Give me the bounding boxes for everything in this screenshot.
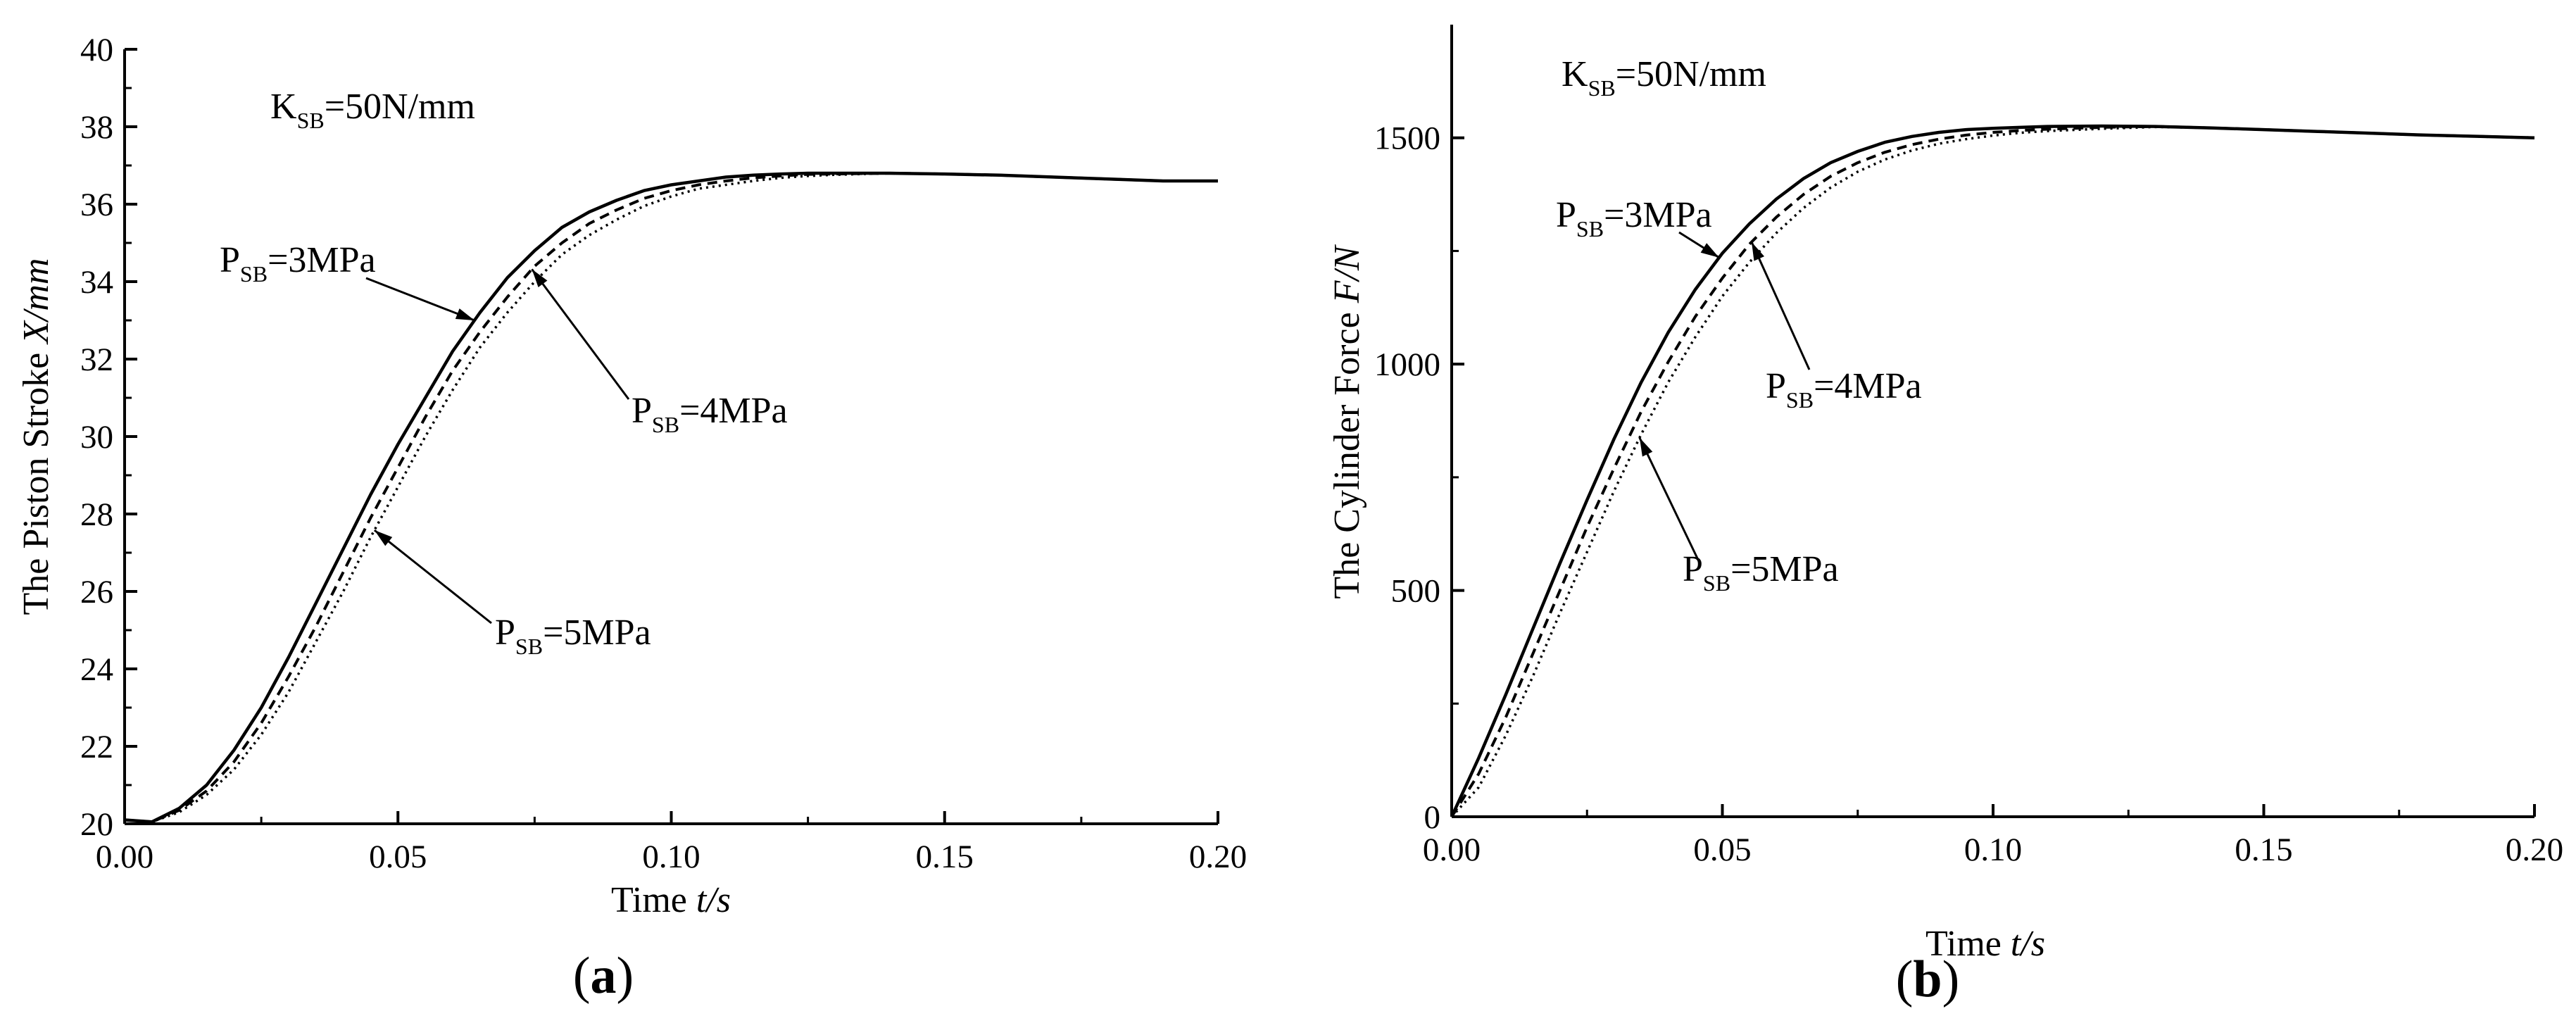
panel-a-y-axis-title: The Piston Stroke X/mm bbox=[16, 258, 56, 615]
panel-a-annotation-arrow bbox=[373, 529, 492, 625]
panel-a-annotation-arrow bbox=[365, 277, 475, 322]
panel-b-annotation-arrow bbox=[1638, 437, 1699, 560]
panel-a-arrows bbox=[365, 268, 630, 625]
panel-a-annotation-5mpa: PSB=5MPa bbox=[495, 613, 651, 659]
panel-a-y-tick-label: 22 bbox=[80, 729, 113, 765]
panel-b-y-axis-title: The Cylinder Force F/N bbox=[1327, 244, 1367, 598]
panel-b-series-line bbox=[1450, 125, 2535, 818]
panel-a-plot-area: 0.00 0.05 0.10 0.15 0.20 20 22 24 26 28 30 32 34 36 38… bbox=[80, 32, 1247, 875]
panel-b-y-tick-label: 1500 bbox=[1374, 120, 1440, 157]
panel-b-x-axis-title: Time t/s bbox=[1925, 924, 2045, 964]
panel-b-y-tick-label: 500 bbox=[1391, 573, 1441, 610]
panel-a: 0.00 0.05 0.10 0.15 0.20 20 22 24 26 28 30 32 34 36 38… bbox=[16, 32, 1247, 1005]
panel-a-series-line bbox=[124, 171, 1218, 824]
panel-a-x-tick-label: 0.00 bbox=[96, 839, 153, 875]
panel-b-annotation-5mpa: PSB=5MPa bbox=[1683, 549, 1839, 596]
panel-a-y-tick-label: 26 bbox=[80, 574, 113, 610]
panel-a-x-tick-label: 0.15 bbox=[916, 839, 974, 875]
panel-a-x-tick-label: 0.05 bbox=[369, 839, 427, 875]
panel-a-ticks: 0.00 0.05 0.10 0.15 0.20 20 22 24 26 28 30 32 34 36 38… bbox=[80, 32, 1247, 875]
panel-a-y-tick-label: 20 bbox=[80, 806, 113, 843]
panel-b-x-tick-label: 0.05 bbox=[1693, 832, 1751, 868]
panel-b-y-tick-label: 0 bbox=[1424, 799, 1441, 836]
panel-b-annotation-arrow bbox=[1750, 242, 1811, 370]
panel-b-ticks: 0.00 0.05 0.10 0.15 0.20 0 500 1000 1500 bbox=[1374, 120, 2563, 868]
panel-b-arrows bbox=[1638, 231, 1811, 560]
panel-a-x-tick-label: 0.10 bbox=[642, 839, 700, 875]
panel-a-y-tick-label: 28 bbox=[80, 496, 113, 533]
panel-a-letter: (a) bbox=[573, 947, 634, 1005]
panel-a-series-line bbox=[124, 172, 1218, 824]
panel-b-x-tick-label: 0.20 bbox=[2506, 832, 2563, 868]
panel-b-series bbox=[1450, 124, 2535, 818]
panel-a-y-tick-label: 36 bbox=[80, 187, 113, 223]
panel-a-y-tick-label: 32 bbox=[80, 341, 113, 378]
panel-a-annotation-arrowhead bbox=[374, 529, 393, 546]
panel-a-series bbox=[124, 171, 1218, 824]
panel-a-x-tick-label: 0.20 bbox=[1189, 839, 1247, 875]
panel-b-plot-area: 0.00 0.05 0.10 0.15 0.20 0 500 1000 1500 bbox=[1374, 25, 2563, 868]
panel-a-parameter-note: KSB=50N/mm bbox=[270, 87, 475, 133]
panel-a-x-axis-title: Time t/s bbox=[611, 880, 731, 920]
panel-a-annotation-arrow bbox=[531, 268, 630, 400]
panel-b-letter: (b) bbox=[1896, 951, 1959, 1008]
panel-a-annotation-arrowhead bbox=[455, 308, 475, 320]
panel-a-series-line bbox=[124, 172, 1218, 824]
panel-b-x-tick-label: 0.10 bbox=[1964, 832, 2022, 868]
panel-a-y-tick-label: 24 bbox=[80, 651, 113, 688]
panel-b-parameter-note: KSB=50N/mm bbox=[1562, 54, 1766, 101]
panel-a-y-tick-label: 40 bbox=[80, 32, 113, 68]
panel-a-y-tick-label: 30 bbox=[80, 419, 113, 456]
panel-b-y-tick-label: 1000 bbox=[1374, 346, 1440, 383]
panel-b-x-tick-label: 0.00 bbox=[1423, 832, 1481, 868]
panel-b-annotation-arrowhead bbox=[1639, 437, 1653, 457]
panel-b-annotation-arrowhead bbox=[1700, 243, 1719, 258]
panel-b: 0.00 0.05 0.10 0.15 0.20 0 500 1000 1500 KSB=50N… bbox=[1327, 25, 2563, 1008]
panel-a-annotation-3mpa: PSB=3MPa bbox=[220, 240, 376, 287]
panel-a-y-tick-label: 38 bbox=[80, 109, 113, 146]
panel-a-y-tick-label: 34 bbox=[80, 264, 113, 301]
panel-a-annotation-arrowhead bbox=[532, 269, 548, 288]
panel-b-x-tick-label: 0.15 bbox=[2235, 832, 2292, 868]
panel-a-annotation-4mpa: PSB=4MPa bbox=[632, 391, 788, 437]
panel-b-annotation-arrowhead bbox=[1752, 242, 1765, 261]
panel-b-annotation-4mpa: PSB=4MPa bbox=[1766, 366, 1922, 413]
panel-b-annotation-3mpa: PSB=3MPa bbox=[1556, 195, 1712, 242]
